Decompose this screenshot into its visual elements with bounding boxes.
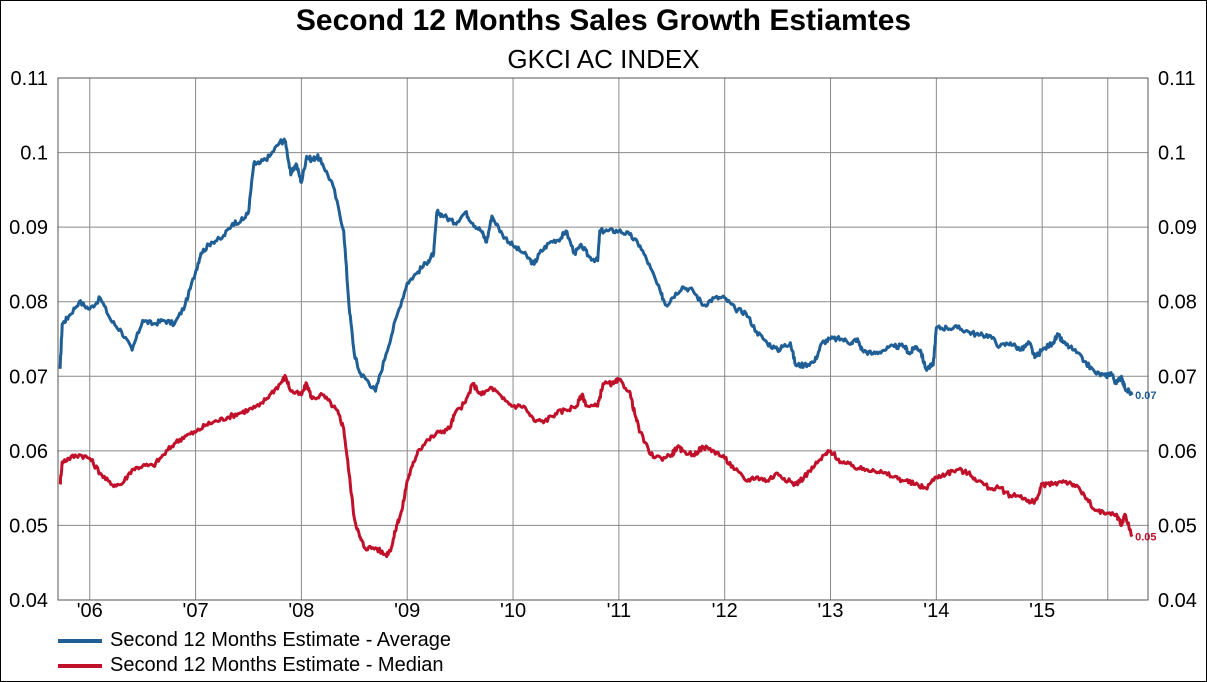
y-tick-label-left: 0.1 (20, 143, 48, 165)
y-tick-label-right: 0.06 (1158, 441, 1197, 463)
end-value-label-median: 0.05 (1135, 532, 1156, 544)
end-value-label-average: 0.07 (1135, 390, 1156, 402)
legend-swatch-average (58, 638, 102, 643)
x-tick-label: '13 (817, 600, 843, 622)
grid-lines (58, 77, 1148, 601)
y-tick-label-left: 0.04 (9, 590, 48, 612)
legend-item-median: Second 12 Months Estimate - Median (58, 653, 451, 678)
y-tick-label-right: 0.08 (1158, 292, 1197, 314)
x-tick-label: '10 (500, 600, 526, 622)
x-tick-label: '07 (183, 600, 209, 622)
chart-subtitle: GKCI AC INDEX (507, 44, 700, 74)
series-line-median (58, 373, 1134, 559)
legend-label-median: Second 12 Months Estimate - Median (110, 654, 444, 676)
y-tick-label-right: 0.09 (1158, 217, 1197, 239)
chart-title: Second 12 Months Sales Growth Estiamtes (295, 4, 912, 37)
legend-swatch-median (58, 663, 102, 668)
series-lines (58, 137, 1134, 559)
series-line-average (58, 137, 1134, 396)
x-tick-label: '11 (607, 600, 632, 622)
x-tick-label: '06 (77, 600, 103, 622)
y-tick-label-left: 0.09 (9, 217, 48, 239)
tick-labels: 0.11 0.110.1 0.10.09 0.090.08 0.080.07 0.070.… (9, 68, 1197, 622)
y-tick-label-left: 0.11 (11, 68, 48, 90)
x-tick-label: '15 (1029, 600, 1055, 622)
chart-legend: Second 12 Months Estimate - Average Seco… (58, 628, 451, 678)
legend-label-average: Second 12 Months Estimate - Average (110, 629, 451, 651)
x-tick-label: '14 (923, 600, 949, 622)
y-tick-label-right: 0.05 (1158, 515, 1197, 537)
y-tick-label-right: 0.04 (1158, 590, 1197, 612)
legend-item-average: Second 12 Months Estimate - Average (58, 628, 451, 653)
x-tick-label: '09 (394, 600, 420, 622)
y-tick-label-left: 0.07 (9, 366, 48, 388)
y-tick-label-left: 0.08 (9, 292, 48, 314)
plot-area-border (57, 77, 1149, 601)
y-tick-label-right: 0.11 (1158, 68, 1195, 90)
x-tick-label: '08 (288, 600, 314, 622)
y-tick-label-left: 0.05 (9, 515, 48, 537)
y-tick-label-left: 0.06 (9, 441, 48, 463)
y-tick-label-right: 0.07 (1158, 366, 1197, 388)
y-tick-label-right: 0.1 (1158, 143, 1186, 165)
x-tick-label: '12 (712, 600, 738, 622)
